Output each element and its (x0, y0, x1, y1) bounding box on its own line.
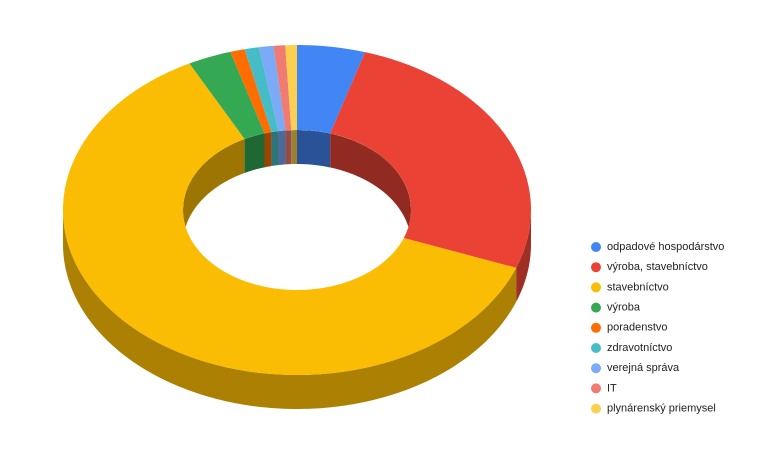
legend-label: výroba (607, 302, 641, 314)
legend-swatch (591, 242, 601, 252)
legend-label: stavebníctvo (607, 281, 669, 293)
slice (189, 51, 265, 139)
slices (63, 45, 531, 376)
legend-label: výroba, stavebníctvo (607, 261, 708, 273)
slice (244, 47, 279, 133)
inner-wall (183, 138, 245, 244)
inner-wall (330, 133, 411, 244)
legend-label: IT (607, 382, 617, 394)
legend-label: odpadové hospodárstvo (607, 241, 724, 253)
outer-wall (516, 210, 531, 302)
legend-label: poradenstvo (607, 322, 668, 334)
outer-wall (63, 210, 517, 409)
inner-wall (291, 130, 297, 165)
legend-label: zdravotníctvo (607, 342, 672, 354)
inner-wall (264, 132, 272, 168)
slice (63, 63, 517, 376)
slice (230, 49, 272, 134)
slice (285, 45, 297, 131)
legend-swatch (591, 403, 601, 414)
inner-wall (285, 130, 292, 165)
inner-wall (244, 133, 265, 173)
legend-swatch (591, 262, 601, 273)
legend-swatch (591, 322, 601, 333)
inner-wall (297, 130, 331, 168)
legend-swatch (591, 363, 601, 374)
slice (273, 45, 292, 131)
inner-wall (271, 131, 279, 167)
slice (258, 45, 286, 132)
legend-swatch (591, 282, 601, 293)
inner-walls (183, 130, 411, 244)
legend-swatch (591, 302, 601, 313)
legend-swatch (591, 383, 601, 394)
legend-label: plynárenský priemysel (607, 403, 716, 415)
inner-wall (278, 130, 286, 166)
slice (297, 45, 366, 134)
slice (330, 52, 531, 268)
outer-walls (63, 210, 531, 409)
legend: odpadové hospodárstvo výroba, stavebníctv… (591, 241, 724, 415)
legend-label: verejná správa (607, 362, 680, 374)
legend-swatch (591, 343, 601, 353)
